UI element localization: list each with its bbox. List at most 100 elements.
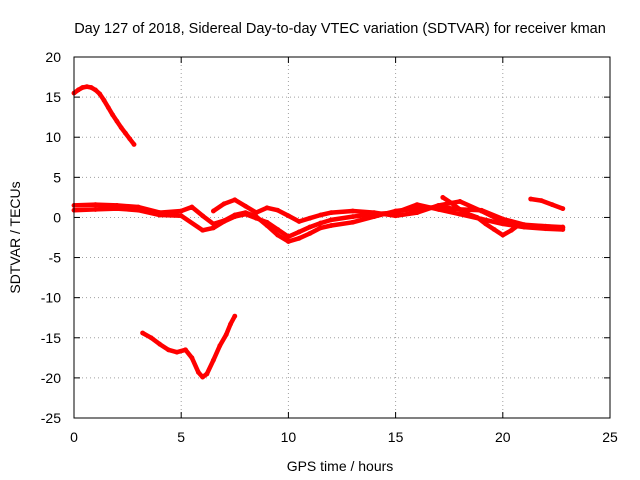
data-point bbox=[491, 227, 497, 232]
data-point bbox=[275, 207, 281, 213]
x-axis-label: GPS time / hours bbox=[287, 458, 394, 474]
data-point bbox=[221, 201, 227, 207]
data-point bbox=[221, 219, 227, 224]
data-point bbox=[318, 220, 323, 226]
data-point bbox=[296, 219, 302, 224]
x-tick-label: 25 bbox=[602, 429, 618, 445]
y-axis-label: SDTVAR / TECUs bbox=[7, 181, 23, 293]
data-point bbox=[296, 229, 302, 235]
data-point bbox=[210, 225, 216, 231]
x-tick-label: 15 bbox=[388, 429, 404, 445]
data-point bbox=[93, 87, 98, 93]
series-arc-b bbox=[71, 202, 566, 239]
data-point bbox=[328, 223, 334, 228]
data-point bbox=[560, 225, 566, 231]
data-point bbox=[275, 227, 281, 232]
data-point bbox=[223, 332, 229, 337]
y-tick-label: 5 bbox=[53, 169, 61, 185]
data-point bbox=[414, 210, 420, 216]
data-point bbox=[264, 219, 270, 225]
data-point bbox=[457, 211, 463, 217]
data-point bbox=[200, 374, 206, 380]
data-point bbox=[253, 215, 259, 221]
data-point bbox=[500, 232, 506, 238]
data-point bbox=[123, 130, 128, 136]
y-tick-label: 15 bbox=[45, 89, 61, 105]
data-point bbox=[148, 335, 154, 341]
series-arc-d bbox=[440, 195, 523, 238]
data-point bbox=[204, 371, 210, 377]
data-point bbox=[110, 112, 115, 118]
data-point bbox=[210, 208, 216, 214]
y-tick-label: -5 bbox=[49, 250, 62, 266]
y-tick-label: -25 bbox=[41, 410, 61, 426]
data-point bbox=[174, 349, 180, 355]
data-point bbox=[189, 204, 195, 210]
data-point bbox=[232, 214, 238, 220]
y-tick-label: 10 bbox=[45, 129, 61, 145]
data-point bbox=[543, 223, 549, 229]
y-tick-label: -15 bbox=[41, 330, 61, 346]
data-point bbox=[228, 321, 233, 327]
y-tick-label: -10 bbox=[41, 290, 61, 306]
data-point bbox=[528, 196, 534, 202]
y-tick-label: 20 bbox=[45, 49, 61, 65]
data-point bbox=[318, 212, 323, 218]
data-point bbox=[286, 234, 291, 240]
data-point bbox=[307, 215, 313, 221]
data-point bbox=[328, 217, 334, 223]
data-point bbox=[75, 87, 81, 93]
data-point bbox=[232, 197, 238, 203]
data-point bbox=[517, 221, 523, 227]
data-point bbox=[210, 357, 216, 363]
data-point bbox=[232, 313, 238, 319]
data-point bbox=[328, 210, 334, 216]
data-point bbox=[243, 211, 248, 217]
data-point bbox=[157, 212, 163, 218]
data-point bbox=[114, 118, 120, 124]
data-point bbox=[296, 235, 302, 241]
y-tick-label: 0 bbox=[53, 209, 61, 225]
data-point bbox=[286, 213, 291, 219]
data-point bbox=[178, 213, 184, 219]
data-point bbox=[350, 208, 356, 214]
data-point bbox=[157, 341, 163, 347]
data-point bbox=[318, 225, 323, 231]
data-point bbox=[457, 207, 463, 212]
data-point bbox=[127, 136, 133, 142]
data-point bbox=[114, 206, 120, 212]
data-point bbox=[393, 213, 398, 219]
data-point bbox=[93, 207, 98, 212]
data-point bbox=[88, 85, 94, 90]
data-point bbox=[350, 214, 356, 220]
data-point bbox=[508, 227, 514, 233]
data-point bbox=[436, 203, 441, 208]
series-arc-e bbox=[528, 196, 566, 211]
data-point bbox=[183, 347, 188, 353]
data-point bbox=[286, 239, 291, 244]
data-point bbox=[243, 203, 248, 209]
plot-frame bbox=[73, 56, 611, 419]
data-point bbox=[414, 202, 420, 208]
axis-ticks: 0 5 10 15 20 25 -25 -20 -15 -10 -5 0 5 10 15 20 bbox=[41, 49, 618, 445]
data-series bbox=[71, 84, 566, 380]
data-point bbox=[101, 97, 107, 103]
data-point bbox=[483, 221, 489, 227]
data-point bbox=[80, 85, 85, 90]
data-point bbox=[118, 125, 124, 130]
x-tick-label: 5 bbox=[177, 429, 185, 445]
data-point bbox=[350, 219, 356, 225]
data-point bbox=[275, 232, 281, 238]
data-point bbox=[474, 215, 480, 220]
data-point bbox=[307, 231, 313, 236]
data-point bbox=[165, 347, 171, 353]
data-point bbox=[466, 211, 471, 217]
data-point bbox=[84, 84, 90, 90]
data-point bbox=[307, 224, 313, 230]
data-point bbox=[131, 142, 137, 147]
x-tick-label: 20 bbox=[495, 429, 511, 445]
data-point bbox=[178, 208, 184, 214]
data-point bbox=[560, 206, 566, 212]
